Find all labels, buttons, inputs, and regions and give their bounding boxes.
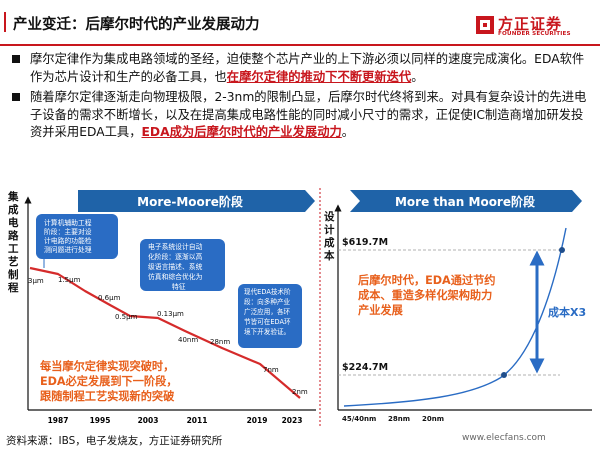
left-stage-banner-label: More-Moore阶段 (137, 194, 244, 209)
year-label: 2011 (187, 416, 208, 425)
cost-low-label: $224.7M (342, 362, 388, 373)
page-title: 产业变迁：后摩尔时代的产业发展动力 (13, 17, 260, 33)
title-accent-bar (4, 12, 6, 32)
callout-box (238, 284, 302, 348)
node-label: 3μm (28, 277, 44, 285)
moore-breakthrough-note: 每当摩尔定律实现突破时， EDA必定发展到下一阶段， 跟随制程工艺实现新的突破 (40, 359, 181, 403)
logo-name-en: FOUNDER SECURITIES (498, 31, 571, 37)
right-stage-banner (350, 190, 582, 212)
year-label: 2003 (138, 416, 159, 425)
year-label: 2023 (282, 416, 303, 425)
bullet-2-text: 随着摩尔定律逐渐走向物理极限，2-3nm的限制凸显，后摩尔时代终将到来。对具有复… (30, 90, 587, 140)
callout-box (36, 214, 118, 259)
node-x-label: 45/40nm (342, 415, 376, 423)
bullet-2-highlight: EDA成为后摩尔时代的产业发展动力 (141, 125, 342, 140)
bullet-1-highlight: 在摩尔定律的推动下不断更新迭代 (226, 69, 412, 84)
node-label: 7nm (263, 366, 279, 374)
callout-text: 电子系统设计自动 化阶段：逐渐以高 级语言描述、系统 仿真和综合优化为 特征 (148, 242, 205, 291)
source-note: 资料来源：IBS，电子发烧友，方正证券研究所 (6, 435, 223, 447)
brand-logo: 方正证券 FOUNDER SECURITIES (475, 12, 597, 42)
logo-name-cn: 方正证券 (498, 15, 563, 33)
node-label: 28nm (210, 338, 230, 346)
node-label: 0.6μm (98, 294, 121, 302)
bullet-1: 摩尔定律作为集成电路领域的圣经，迫使整个芯片产业的上下游必须以同样的速度完成演化… (8, 51, 594, 86)
node-label: 1.5μm (58, 276, 81, 284)
year-label: 1995 (90, 416, 111, 425)
year-label: 2019 (247, 416, 268, 425)
year-label: 1987 (48, 416, 69, 425)
left-stage-banner (78, 190, 315, 212)
cost-point-high (559, 247, 565, 253)
callout-esda-stage: 电子系统设计自动 化阶段：逐渐以高 级语言描述、系统 仿真和综合优化为 特征 (140, 239, 225, 291)
cost-multiplier-label: 成本X3 (548, 305, 586, 319)
bullet-square-icon (12, 55, 20, 63)
site-watermark: www.elecfans.com (462, 433, 546, 443)
callout-modern-eda-stage: 现代EDA技术阶 段：向多种产业 广泛应用，各环 节皆可在EDA环 境下开发验证… (238, 284, 302, 348)
left-y-axis-char: 集 (7, 190, 19, 203)
node-label: 2nm (292, 388, 308, 396)
post-moore-note: 后摩尔时代，EDA通过节约 成本、重造多样化架构助力 产业发展 (358, 273, 499, 317)
node-x-label: 20nm (422, 415, 444, 423)
callout-cae-stage: 计算机辅助工程 阶段：主要对设 计电路的功能检 测问题进行处理 (36, 214, 118, 268)
right-stage-banner-label: More than Moore阶段 (395, 194, 536, 209)
callout-box (140, 239, 225, 291)
bullet-2-end: 。 (341, 125, 355, 140)
left-year-labels: 1987 1995 2003 2011 2019 2023 (48, 416, 303, 425)
header-divider (0, 44, 600, 46)
eda-evolution-diagram: 集 成 电 路 工 艺 制 程 More-Moore阶段 1987 1995 2… (7, 188, 592, 428)
founder-logo-icon (476, 16, 494, 34)
node-label: 0.5μm (115, 313, 138, 321)
process-node-trend-line (29, 266, 301, 399)
process-node-labels: 3μm 1.5μm 0.6μm 0.5μm 0.13μm 40nm 28nm 7… (28, 276, 308, 396)
right-y-axis-label: 设 计 成 本 (324, 210, 338, 262)
left-y-axis-label: 集 成 电 路 工 艺 制 程 (7, 190, 22, 294)
callout-text: 现代EDA技术阶 段：向多种产业 广泛应用，各环 节皆可在EDA环 境下开发验证… (244, 287, 293, 336)
bullet-1-text: 摩尔定律作为集成电路领域的圣经，迫使整个芯片产业的上下游必须以同样的速度完成演化… (30, 52, 585, 84)
bullet-list: 摩尔定律作为集成电路领域的圣经，迫使整个芯片产业的上下游必须以同样的速度完成演化… (8, 51, 594, 145)
cost-high-label: $619.7M (342, 237, 388, 248)
right-x-labels: 45/40nm 28nm 20nm (342, 415, 444, 423)
design-cost-curve (343, 227, 567, 407)
header: 产业变迁：后摩尔时代的产业发展动力 方正证券 FOUNDER SECURITIE… (0, 0, 600, 46)
cost-point-low (501, 372, 507, 378)
bullet-1-end: 。 (411, 69, 424, 84)
bullet-square-icon (12, 93, 20, 102)
node-label: 40nm (178, 336, 198, 344)
bullet-2: 随着摩尔定律逐渐走向物理极限，2-3nm的限制凸显，后摩尔时代终将到来。对具有复… (8, 89, 594, 142)
node-label: 0.13μm (157, 310, 184, 318)
node-x-label: 28nm (388, 415, 410, 423)
callout-text: 计算机辅助工程 阶段：主要对设 计电路的功能检 测问题进行处理 (44, 218, 94, 254)
